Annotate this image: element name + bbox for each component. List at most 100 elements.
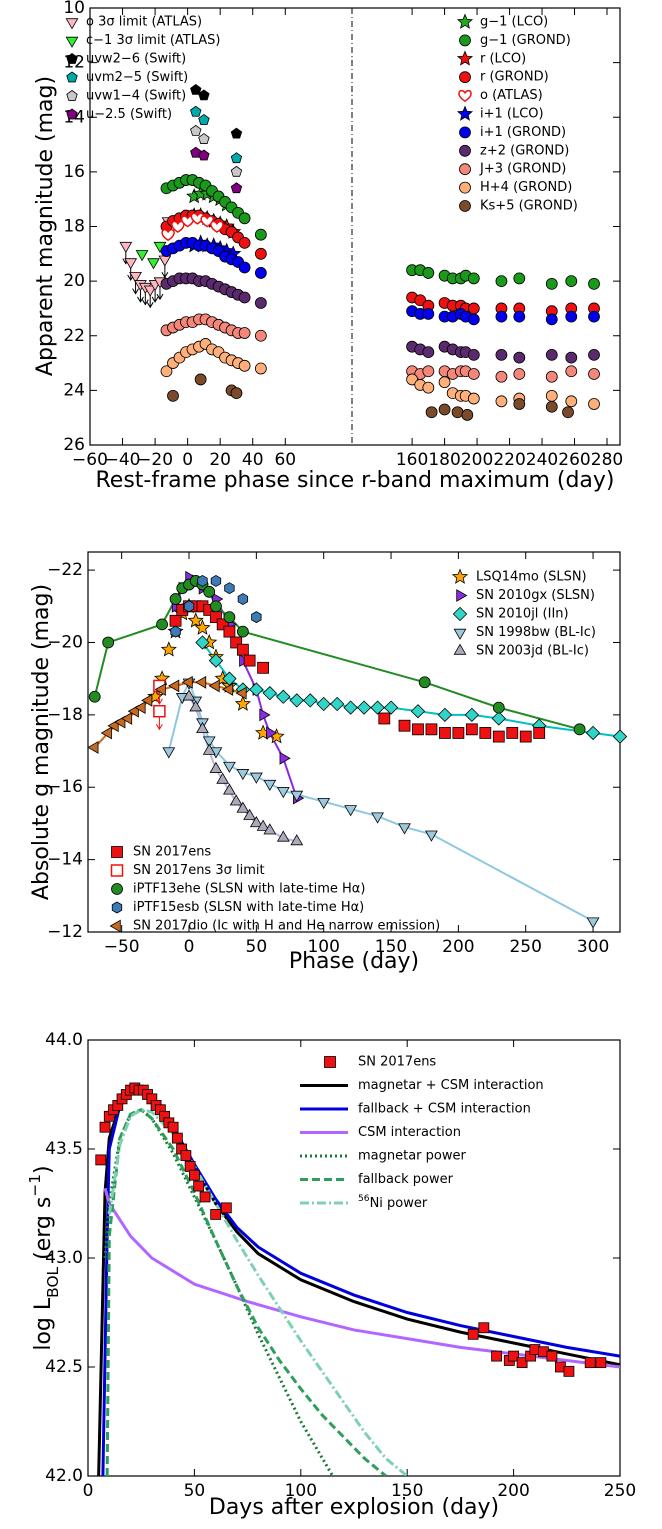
label-part: BOL bbox=[44, 1266, 62, 1297]
data-point bbox=[371, 812, 384, 824]
data-point bbox=[467, 392, 480, 405]
y-tick-label: −16 bbox=[47, 777, 83, 797]
data-point bbox=[467, 1328, 479, 1340]
y-tick-label: −12 bbox=[47, 922, 83, 942]
y-tick-label: 42.0 bbox=[45, 1466, 83, 1486]
data-point bbox=[171, 220, 185, 233]
legend-marker bbox=[453, 643, 467, 655]
data-point bbox=[167, 389, 179, 402]
label-part: Ni power bbox=[370, 1196, 428, 1211]
data-point bbox=[513, 310, 526, 323]
data-point bbox=[210, 574, 222, 587]
data-point bbox=[495, 395, 508, 408]
data-point bbox=[119, 241, 133, 254]
data-point bbox=[203, 585, 216, 598]
legend-marker bbox=[65, 36, 79, 48]
data-point bbox=[545, 400, 558, 413]
data-point bbox=[612, 729, 628, 744]
y-tick-label: 43.5 bbox=[45, 1139, 83, 1159]
data-point bbox=[266, 726, 278, 740]
y-tick-label: 44.0 bbox=[45, 1030, 83, 1050]
x-tick-label: 100 bbox=[307, 937, 339, 957]
data-point bbox=[289, 693, 304, 708]
legend-label: uvw1−4 (Swift) bbox=[86, 89, 186, 104]
legend-marker bbox=[456, 13, 474, 29]
legend-label: r (GROND) bbox=[480, 70, 549, 85]
data-point bbox=[516, 1357, 528, 1369]
legend-label: magnetar power bbox=[358, 1149, 466, 1164]
data-point bbox=[263, 779, 277, 792]
data-point bbox=[154, 683, 166, 696]
data-point bbox=[495, 348, 508, 361]
legend-label: uvw2−6 (Swift) bbox=[86, 52, 186, 67]
data-point bbox=[422, 267, 435, 279]
data-point bbox=[196, 721, 209, 734]
legend-marker bbox=[111, 901, 123, 914]
data-point bbox=[195, 635, 210, 650]
data-point bbox=[425, 830, 438, 842]
data-point bbox=[194, 619, 211, 635]
legend-marker bbox=[453, 628, 467, 640]
limit-arrow bbox=[155, 698, 163, 705]
data-point bbox=[169, 593, 182, 605]
legend-marker bbox=[459, 34, 471, 47]
data-point bbox=[464, 707, 480, 723]
x-tick-label: 200 bbox=[461, 450, 493, 470]
limit-arrow bbox=[141, 299, 149, 306]
x-axis-label: Rest-frame phase since r-band maximum (d… bbox=[95, 468, 614, 493]
data-point bbox=[243, 808, 257, 820]
data-point bbox=[235, 686, 247, 700]
legend-label: SN 2017ens 3σ limit bbox=[133, 863, 265, 878]
data-point bbox=[595, 1357, 607, 1369]
legend-label: fallback power bbox=[358, 1172, 454, 1187]
legend-marker bbox=[456, 105, 474, 121]
data-point bbox=[238, 359, 251, 372]
y-axis-label: log LBOL (erg s−1) bbox=[26, 1165, 62, 1350]
data-point bbox=[545, 348, 558, 361]
data-point bbox=[236, 625, 249, 638]
legend-label: g−1 (LCO) bbox=[480, 15, 548, 30]
data-point bbox=[513, 351, 526, 364]
data-point bbox=[491, 1350, 502, 1362]
data-point bbox=[167, 1121, 179, 1133]
legend-label: CSM interaction bbox=[358, 1125, 461, 1140]
data-point bbox=[236, 801, 250, 813]
data-point bbox=[546, 1350, 558, 1362]
legend-label: iPTF15esb (SLSN with late-time Hα) bbox=[133, 900, 364, 915]
data-point bbox=[585, 725, 601, 741]
data-point bbox=[495, 310, 508, 323]
legend-label: SN 2017dio (Ic with H and He narrow emis… bbox=[133, 919, 440, 934]
x-tick-label: 0 bbox=[182, 450, 193, 470]
data-point bbox=[276, 830, 290, 842]
data-point bbox=[198, 113, 210, 125]
data-point bbox=[573, 723, 586, 736]
data-point bbox=[398, 719, 411, 732]
legend-marker bbox=[110, 864, 124, 877]
data-point bbox=[198, 133, 210, 144]
data-point bbox=[88, 690, 101, 703]
data-point bbox=[254, 362, 267, 375]
x-tick-label: 250 bbox=[604, 1481, 636, 1501]
data-point bbox=[198, 149, 210, 161]
legend-label: H+4 (GROND) bbox=[480, 180, 572, 195]
legend-label: SN 2003jd (BL-Ic) bbox=[476, 644, 589, 659]
data-point bbox=[584, 1357, 596, 1369]
data-point bbox=[236, 769, 250, 781]
x-tick-label: 300 bbox=[577, 937, 609, 957]
limit-arrow bbox=[161, 272, 169, 279]
data-point bbox=[565, 395, 578, 408]
data-point bbox=[418, 676, 431, 689]
data-point bbox=[461, 409, 474, 421]
data-point bbox=[513, 398, 526, 410]
legend-marker bbox=[459, 200, 471, 212]
data-point bbox=[519, 730, 532, 743]
legend-label: iPTF13ehe (SLSN with late-time Hα) bbox=[133, 882, 365, 897]
legend-marker bbox=[459, 181, 471, 194]
data-point bbox=[160, 641, 177, 657]
data-point bbox=[565, 365, 578, 378]
data-point bbox=[344, 805, 358, 817]
data-point bbox=[187, 612, 204, 628]
data-point bbox=[160, 365, 173, 378]
label-part: log L bbox=[31, 1297, 56, 1351]
